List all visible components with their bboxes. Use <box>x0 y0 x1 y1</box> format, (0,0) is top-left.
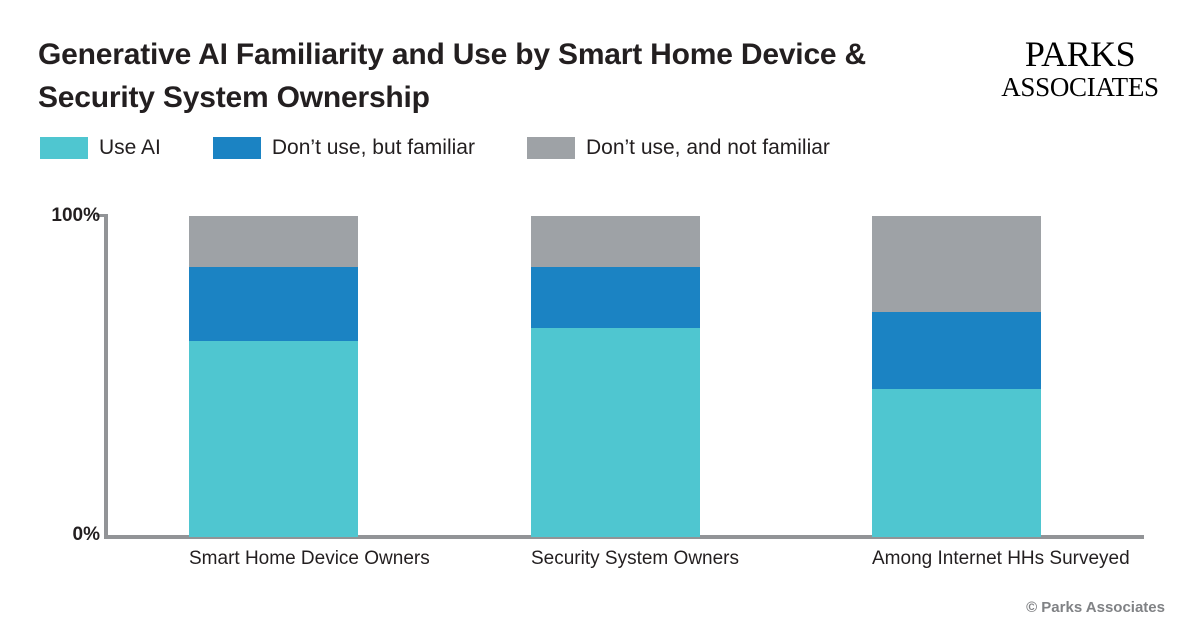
legend-swatch-icon-dont-use-but-familiar <box>212 137 261 159</box>
y-axis-label-100: 100% <box>51 205 100 226</box>
bar-segment-use-ai <box>531 328 700 537</box>
bar-segment-dont-use-and-not-familiar <box>531 216 700 268</box>
x-axis-label-smart-home-device-owners: Smart Home Device Owners <box>189 548 430 569</box>
bar-segment-dont-use-but-familiar <box>189 267 358 342</box>
x-axis-line <box>104 535 1144 539</box>
y-axis-line <box>104 214 108 539</box>
bar-segment-dont-use-but-familiar <box>872 312 1041 390</box>
legend-item-use-ai: Use AI <box>40 136 161 160</box>
legend-item-dont-use-but-familiar: Don’t use, but familiar <box>212 136 475 160</box>
legend-label-use-ai: Use AI <box>99 136 161 159</box>
page-title: Generative AI Familiarity and Use by Sma… <box>38 38 867 114</box>
legend-item-dont-use-and-not-familiar: Don’t use, and not familiar <box>526 136 830 160</box>
x-axis-label-security-system-owners: Security System Owners <box>531 548 739 569</box>
x-axis-label-among-internet-hhs-surveyed: Among Internet HHs Surveyed <box>872 548 1130 569</box>
legend-swatch-icon-dont-use-and-not-familiar <box>526 137 575 159</box>
bar-segment-dont-use-but-familiar <box>531 267 700 329</box>
logo-text-parks: PARKS <box>1024 34 1136 74</box>
chart-legend: Use AI Don’t use, but familiar Don’t use… <box>40 136 882 160</box>
bar-segment-use-ai <box>872 389 1041 537</box>
y-axis-tick-100 <box>96 214 106 217</box>
logo-text-associates: ASSOCIATES <box>1001 72 1159 102</box>
bar-smart-home-device-owners <box>189 216 358 537</box>
legend-label-dont-use-and-not-familiar: Don’t use, and not familiar <box>585 136 830 159</box>
y-axis-label-0: 0% <box>72 524 100 545</box>
bar-segment-use-ai <box>189 341 358 537</box>
bar-security-system-owners <box>531 216 700 537</box>
bar-among-internet-hhs-surveyed <box>872 216 1041 537</box>
parks-associates-logo: PARKS ASSOCIATES <box>995 36 1165 101</box>
copyright-notice: © Parks Associates <box>1026 599 1165 616</box>
bar-segment-dont-use-and-not-familiar <box>189 216 358 268</box>
chart-header: Generative AI Familiarity and Use by Sma… <box>0 0 1201 120</box>
legend-label-dont-use-but-familiar: Don’t use, but familiar <box>271 136 475 159</box>
bar-segment-dont-use-and-not-familiar <box>872 216 1041 313</box>
legend-swatch-icon-use-ai <box>40 137 88 159</box>
